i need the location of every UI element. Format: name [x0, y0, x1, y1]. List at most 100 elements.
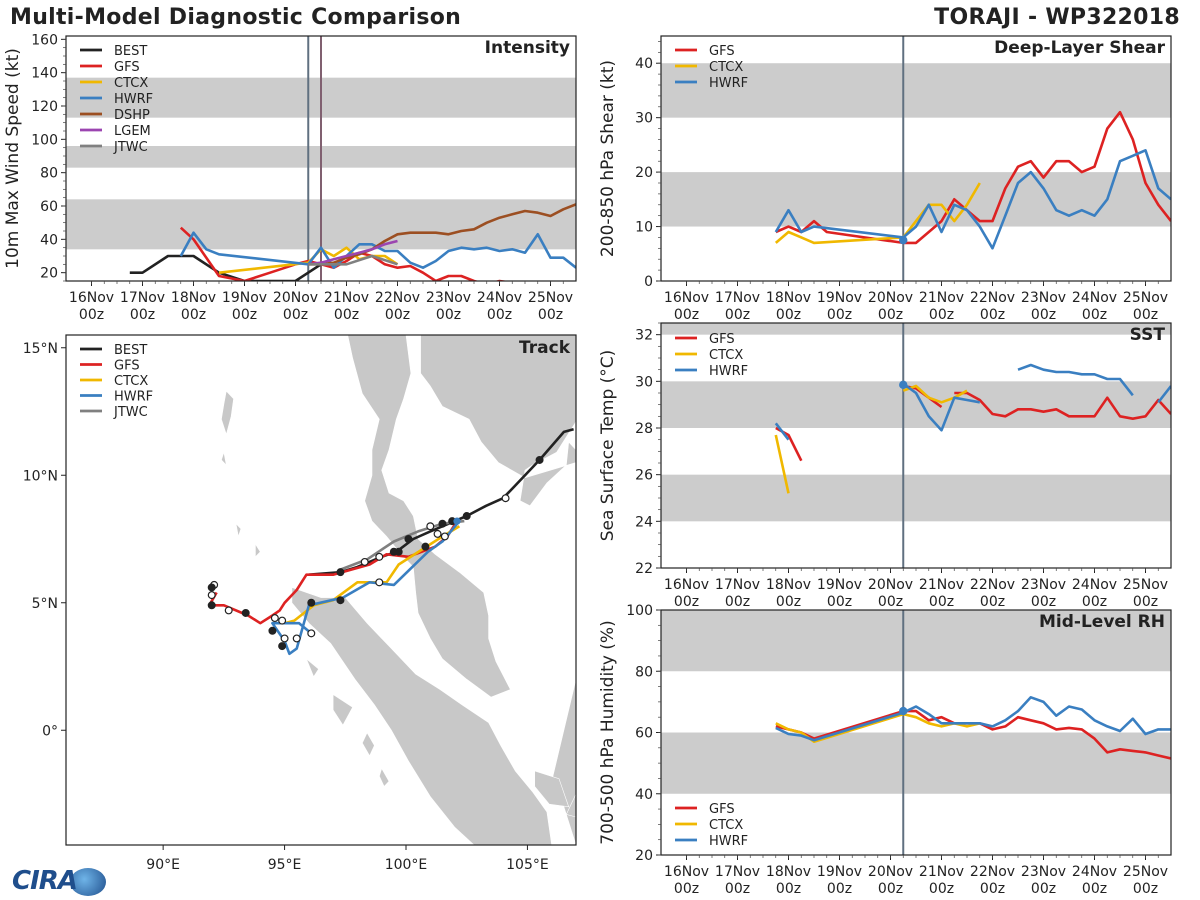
shear-xtick-label: 17Nov	[715, 290, 760, 306]
sst-series-ctcx	[774, 384, 968, 494]
storm-id-title: TORAJI - WP322018	[934, 5, 1180, 30]
rh-xtick-sublabel: 00z	[827, 881, 852, 897]
sst-band-0	[661, 474, 1171, 522]
shear-legend-label: CTCX	[709, 60, 743, 75]
rh-xtick-label: 25Nov	[1123, 864, 1168, 880]
track-frame	[65, 334, 577, 846]
sst-xtick-sublabel: 00z	[1031, 594, 1056, 610]
best-track-fix	[535, 455, 544, 464]
intensity-xtick-sublabel: 00z	[538, 307, 563, 323]
sst-xtick-sublabel: 00z	[776, 594, 801, 610]
shear-ylabel: 200-850 hPa Shear (kt)	[598, 60, 618, 257]
shear-xtick-label: 23Nov	[1021, 290, 1066, 306]
track-panel: 90°E 95°E 100°E 105°E 0° 5°N 10°N 15°N Track BEST…	[23, 334, 577, 873]
sst-series-hwrf	[774, 363, 1171, 441]
rh-xtick-label: 16Nov	[664, 864, 709, 880]
shear-legend-label: GFS	[709, 44, 735, 59]
rh-xtick-label: 19Nov	[817, 864, 862, 880]
intensity-xtick-sublabel: 00z	[334, 307, 359, 323]
sst-xtick-label: 21Nov	[919, 577, 964, 593]
shear-ytick-label: 0	[644, 274, 653, 290]
shear-panel: 01020304016Nov00z17Nov00z18Nov00z19Nov00…	[598, 35, 1172, 323]
rh-ytick-label: 100	[626, 603, 653, 619]
shear-xtick-label: 24Nov	[1072, 290, 1117, 306]
shear-ytick-label: 30	[635, 111, 653, 127]
shear-title: Deep-Layer Shear	[994, 38, 1165, 58]
sst-panel: 22242628303216Nov00z17Nov00z18Nov00z19No…	[598, 322, 1172, 610]
land-mass-11	[221, 452, 227, 467]
intensity-xtick-label: 20Nov	[273, 290, 318, 306]
intensity-panel: 2040608010012014016016Nov00z17Nov00z18No…	[3, 32, 577, 323]
shear-xtick-label: 21Nov	[919, 290, 964, 306]
rh-legend-label: CTCX	[709, 818, 743, 833]
land-mass-10	[221, 390, 234, 436]
sst-xtick-sublabel: 00z	[1082, 594, 1107, 610]
shear-xtick-sublabel: 00z	[878, 307, 903, 323]
intensity-legend-label: LGEM	[114, 124, 151, 139]
intensity-ytick-label: 60	[40, 199, 58, 215]
rh-xtick-label: 18Nov	[766, 864, 811, 880]
sst-ytick-label: 28	[635, 421, 653, 437]
land-mass-0	[347, 335, 511, 698]
intensity-ytick-label: 120	[31, 99, 58, 115]
sst-ytick-label: 26	[635, 468, 653, 484]
best-track-fix	[375, 552, 384, 561]
intensity-xtick-label: 19Nov	[222, 290, 267, 306]
shear-xtick-sublabel: 00z	[1082, 307, 1107, 323]
best-track-fix	[404, 534, 413, 543]
rh-ylabel: 700-500 hPa Humidity (%)	[598, 620, 618, 844]
globe-icon	[70, 868, 106, 896]
shear-xtick-sublabel: 00z	[1031, 307, 1056, 323]
intensity-series-dshp	[308, 203, 576, 266]
land-mass-1	[291, 587, 553, 845]
best-track-fix	[421, 542, 430, 551]
rh-xtick-label: 17Nov	[715, 864, 760, 880]
intensity-series-hwrf	[179, 231, 576, 269]
sst-xtick-sublabel: 00z	[878, 594, 903, 610]
intensity-legend-label: GFS	[114, 60, 140, 75]
intensity-ytick-label: 40	[40, 232, 58, 248]
rh-panel: 2040608010016Nov00z17Nov00z18Nov00z19Nov…	[598, 603, 1172, 897]
intensity-xtick-label: 21Nov	[324, 290, 369, 306]
sst-ytick-label: 30	[635, 374, 653, 390]
track-title: Track	[519, 338, 571, 358]
best-track-fix	[270, 614, 279, 623]
best-track-fix	[207, 591, 216, 600]
shear-ytick-label: 40	[635, 56, 653, 72]
intensity-xtick-sublabel: 00z	[436, 307, 461, 323]
rh-ytick-label: 40	[635, 787, 653, 803]
best-track-fix	[280, 634, 289, 643]
land-mass-2	[420, 335, 576, 507]
intensity-ylabel: 10m Max Wind Speed (kt)	[3, 48, 23, 269]
sst-xtick-label: 16Nov	[664, 577, 709, 593]
shear-xtick-label: 16Nov	[664, 290, 709, 306]
shear-xtick-label: 22Nov	[970, 290, 1015, 306]
shear-xtick-sublabel: 00z	[980, 307, 1005, 323]
sst-xtick-label: 23Nov	[1021, 577, 1066, 593]
sst-xtick-sublabel: 00z	[674, 594, 699, 610]
shear-band-1	[661, 63, 1171, 118]
land-mass-4	[534, 770, 570, 808]
track-ytick-label: 0°	[42, 723, 58, 739]
best-track-fix	[224, 606, 233, 615]
shear-ytick-label: 20	[635, 165, 653, 181]
best-track-fix	[426, 522, 435, 531]
best-track-fix	[375, 578, 384, 587]
track-xtick-label: 105°E	[506, 857, 549, 873]
track-series-ctcx	[284, 525, 461, 625]
rh-xtick-sublabel: 00z	[1082, 881, 1107, 897]
track-xtick-label: 95°E	[268, 857, 302, 873]
sst-ytick-label: 32	[635, 328, 653, 344]
shear-xtick-label: 18Nov	[766, 290, 811, 306]
best-track-fix	[394, 547, 403, 556]
sst-xtick-sublabel: 00z	[980, 594, 1005, 610]
best-track-fix	[292, 634, 301, 643]
best-track-fix	[433, 529, 442, 538]
track-legend-label: GFS	[114, 359, 140, 374]
sst-xtick-sublabel: 00z	[725, 594, 750, 610]
intensity-ytick-label: 80	[40, 166, 58, 182]
sst-legend-label: HWRF	[709, 364, 748, 379]
best-track-fix	[307, 629, 316, 638]
intensity-xtick-sublabel: 00z	[385, 307, 410, 323]
